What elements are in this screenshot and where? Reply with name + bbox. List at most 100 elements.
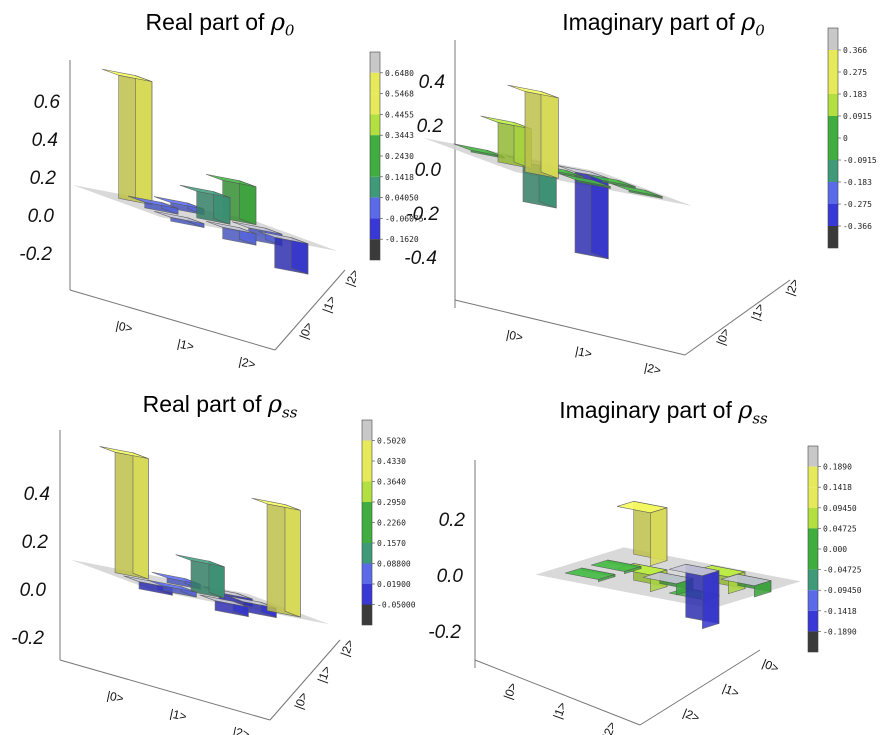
colorbar-tick-label: 0.1890	[823, 463, 852, 472]
z-tick-label: 0.2	[417, 116, 444, 137]
column-tick-label: |1>	[169, 706, 188, 723]
colorbar-tick-label: -0.183	[843, 178, 872, 187]
chart-title-subscript: 0	[755, 21, 765, 40]
column-tick-label: |1>	[574, 344, 593, 361]
bar	[559, 173, 611, 189]
z-tick-label: -0.4	[404, 248, 437, 269]
z-tick-label: 0.0	[437, 566, 464, 587]
axes-frame: 0.4 0.2 0.0 -0.2 -0.4	[404, 40, 791, 356]
column-tick-label: |1>	[550, 700, 569, 721]
colorbar-segment	[362, 604, 372, 625]
bar	[611, 183, 663, 199]
colorbar-tick-label: 0.1418	[385, 173, 414, 182]
row-tick-label: |1>	[315, 664, 334, 685]
colorbar-segment	[808, 549, 818, 570]
column-tick-label: |2>	[643, 360, 662, 377]
colorbar-tick-label: 0.1418	[823, 483, 852, 492]
colorbar-segment	[370, 197, 380, 219]
y-axis-line	[269, 639, 341, 721]
bar	[257, 230, 309, 275]
bar3d-chart: 0.40.20.0-0.2|0>|1>|2>|0>|1>|2>0.50200.4…	[11, 419, 416, 735]
bar	[720, 573, 772, 598]
colorbar-segment	[808, 610, 818, 632]
bar	[147, 579, 197, 598]
colorbar-segment	[828, 50, 838, 72]
colorbar-tick-label: 0.6480	[385, 69, 414, 78]
colorbar-segment	[828, 226, 838, 248]
colorbar-tick-label: -0.1620	[385, 235, 419, 244]
colorbar-segment	[362, 563, 372, 584]
z-tick-label: 0.0	[415, 160, 442, 181]
row-tick-label: |0>	[292, 690, 311, 711]
colorbar-segment	[828, 160, 838, 182]
colorbar-tick-label: 0.08800	[377, 560, 411, 569]
colorbar-segment	[808, 528, 818, 549]
bar3d-chart: 0.60.40.20.0-0.2|0>|1>|2>|0>|1>|2>0.6480…	[19, 51, 424, 372]
colorbar-segment	[362, 461, 372, 482]
colorbar-tick-label: 0.4330	[377, 457, 406, 466]
z-tick-label: 0.2	[22, 532, 49, 553]
z-tick-label: 0.4	[24, 484, 50, 505]
colorbar-segment	[828, 94, 838, 116]
bar	[564, 567, 616, 583]
colorbar-segment	[808, 569, 818, 591]
bar	[668, 563, 720, 630]
colorbar-tick-label: -0.1890	[823, 627, 857, 636]
bar	[199, 594, 249, 618]
bar	[179, 184, 231, 225]
bar3d-chart: 0.4 0.2 0.0 -0.2 -0.4 |0> |1> |2> |0> |1> |2> 0.366…	[404, 27, 877, 378]
colorbar-tick-label: 0.4455	[385, 110, 414, 119]
colorbar-segment	[828, 28, 838, 50]
chart-title: Real part of ρss	[0, 390, 440, 422]
colorbar-tick-label: 0.0915	[843, 112, 872, 121]
colorbar-tick-label: 0.04050	[385, 194, 419, 203]
colorbar-segment	[808, 631, 818, 652]
axes-frame: 0.4 0.2 0.0 -0.2	[11, 430, 341, 721]
colorbar-segment	[362, 440, 372, 461]
panel-imag-rho0: Imaginary part of ρ0 0.4 0.2 0.0 -0.2 -0.4 |0…	[404, 0, 887, 378]
row-tick-label: |2>	[783, 277, 802, 298]
colorbar-tick-label: 0.5020	[377, 437, 406, 446]
chart-title-symbol: ρ	[267, 390, 282, 418]
bar	[251, 497, 301, 618]
z-tick-label: 0.0	[28, 206, 55, 227]
z-tick-label: 0.6	[34, 92, 61, 113]
colorbar-segment	[808, 466, 818, 488]
chart-title-subscript: ss	[752, 409, 768, 428]
bar	[205, 173, 257, 226]
chart-title: Imaginary part of ρss	[440, 396, 887, 428]
y-axis-line	[684, 279, 791, 356]
bar	[153, 210, 205, 228]
colorbar-tick-label: -0.06075	[385, 214, 424, 223]
row-tick-label: |1>	[748, 302, 767, 323]
colorbar-segment	[370, 156, 380, 177]
colorbar-segment	[828, 72, 838, 94]
bar	[590, 559, 642, 575]
z-tick-label: 0.0	[20, 580, 47, 601]
colorbar-segment	[362, 543, 372, 564]
chart-title-symbol: ρ	[738, 396, 753, 424]
column-tick-label: |2>	[232, 724, 251, 735]
column-tick-label: |0>	[505, 327, 524, 344]
y-axis-line	[274, 269, 346, 351]
bar3d-chart: 0.2 0.0 -0.2 |0> |1> |2> |2> |1> |0> 0.1890 0.1418…	[428, 445, 862, 735]
colorbar-tick-label: -0.275	[843, 200, 872, 209]
chart-title-symbol: ρ	[270, 8, 285, 36]
column-tick-label: |0>	[106, 688, 125, 705]
colorbar-tick-label: 0.366	[843, 46, 867, 55]
colorbar: 0.5020 0.4330 0.3640 0.2950 0.2260 0.1570 0.08…	[361, 419, 416, 626]
column-tick-label: |0>	[501, 681, 520, 702]
colorbar-segment	[362, 420, 372, 441]
bar	[127, 195, 179, 215]
z-tick-label: -0.2	[406, 204, 439, 225]
z-tick-label: 0.4	[419, 72, 445, 93]
colorbar-tick-label: -0.04725	[823, 566, 862, 575]
colorbar-segment	[828, 182, 838, 204]
chart-title-text: Real part of	[145, 9, 271, 35]
colorbar-tick-label: 0	[843, 134, 848, 143]
chart-title-subscript: 0	[284, 21, 295, 40]
chart-title: Real part of ρ0	[0, 8, 440, 40]
colorbar-tick-label: 0.183	[843, 90, 867, 99]
z-tick-label: -0.2	[11, 628, 44, 649]
column-tick-label: |1>	[176, 336, 195, 353]
